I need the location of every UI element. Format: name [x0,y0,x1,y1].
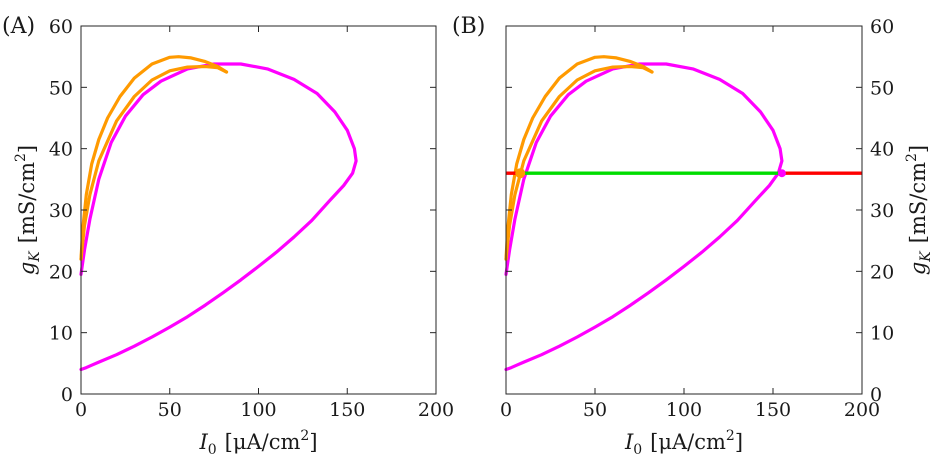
panel-b-ytick-label-4: 40 [870,139,894,161]
panel-b-marker-snlc-point [515,168,526,179]
panel-a-ylabel-end: ] [15,145,39,153]
panel-b-ytick-label-1: 10 [870,323,894,345]
panel-a-xtick-label-2: 100 [240,399,276,421]
panel-b-ytick-label-2: 20 [870,261,894,283]
panel-b-ytick-label-3: 30 [870,200,894,222]
panel-b-series-2 [504,64,654,261]
panel-a-xtick-label-4: 200 [418,399,454,421]
panel-a-ytick-label-5: 50 [49,77,73,99]
panel-b-frame [505,25,863,395]
panel-a-ytick-label-2: 20 [49,261,73,283]
panel-b-series-1 [504,55,654,261]
panel-b-ylabel-end: ] [906,145,930,153]
panel-a-xlabel-sub: 0 [208,442,217,458]
panel-b-xlabel-units: [μA/cm [650,430,726,454]
panel-a-xlabel: I0 [μA/cm2] [198,428,317,458]
panel-a-ylabel-sub: K [27,250,43,263]
panel-a-label: (A) [2,14,35,39]
panel-b-ytick-label-6: 60 [870,16,894,38]
panel-a-xlabel-end: ] [309,430,317,454]
panel-b-xtick-label-0: 0 [500,399,512,421]
panel-b-xtick-label-4: 200 [844,399,880,421]
panel-a-series [79,55,358,372]
panel-a-xlabel-units: [μA/cm [225,430,301,454]
panel-a-xlabel-sup: 2 [300,428,309,444]
panel-a-ytick-label-0: 0 [61,384,73,406]
panel-b-ylabel: gK [mS/cm2] [904,145,934,275]
panel-a-series-1 [79,55,229,261]
panel-b-xtick-label-2: 100 [666,399,702,421]
panel-b-ytick-label-0: 0 [870,384,882,406]
panel-b-xlabel-end: ] [735,430,743,454]
panel-a-ytick-label-6: 60 [49,16,73,38]
panel-b-xlabel-var: I [624,430,634,454]
panel-b-ylabel-units: [mS/cm [906,162,930,243]
panel-a-ylabel-sup: 2 [13,153,29,162]
panel-a-xtick-label-1: 50 [158,399,182,421]
panel-b-ylabel-sub: K [918,250,934,263]
panel-a-xtick-label-3: 150 [329,399,365,421]
panel-b-series [504,55,862,372]
panel-a-ylabel-units: [mS/cm [15,162,39,243]
panel-b-series-0 [504,62,784,372]
panel-b-ylabel-var: g [906,262,930,275]
panel-a-ytick-label-4: 40 [49,139,73,161]
panel-b-xtick-label-1: 50 [583,399,607,421]
panel-a-ylabel-var: g [15,262,39,275]
panel-b-xlabel-sup: 2 [726,428,735,444]
panel-b-ylabel-sup: 2 [904,153,920,162]
panel-b-label: (B) [452,14,485,39]
panel-a-series-2 [79,64,229,261]
panel-b-marker-hopf-point [777,169,786,178]
panel-b-xlabel: I0 [μA/cm2] [624,428,743,458]
panel-a-ytick-label-3: 30 [49,200,73,222]
panel-a-xlabel-var: I [198,430,208,454]
panel-a-ytick-label-1: 10 [49,323,73,345]
panel-b-ytick-label-5: 50 [870,77,894,99]
panel-a-xtick-label-0: 0 [75,399,87,421]
panel-b-xtick-label-3: 150 [755,399,791,421]
panel-a-ticks: 0 50 100 150 200 0 10 20 30 40 50 60 [49,16,454,421]
panel-a-ylabel: gK [mS/cm2] [13,145,43,275]
panel-a-series-0 [79,62,358,372]
panel-a-frame [80,25,437,395]
panel-b-xlabel-sub: 0 [633,442,642,458]
